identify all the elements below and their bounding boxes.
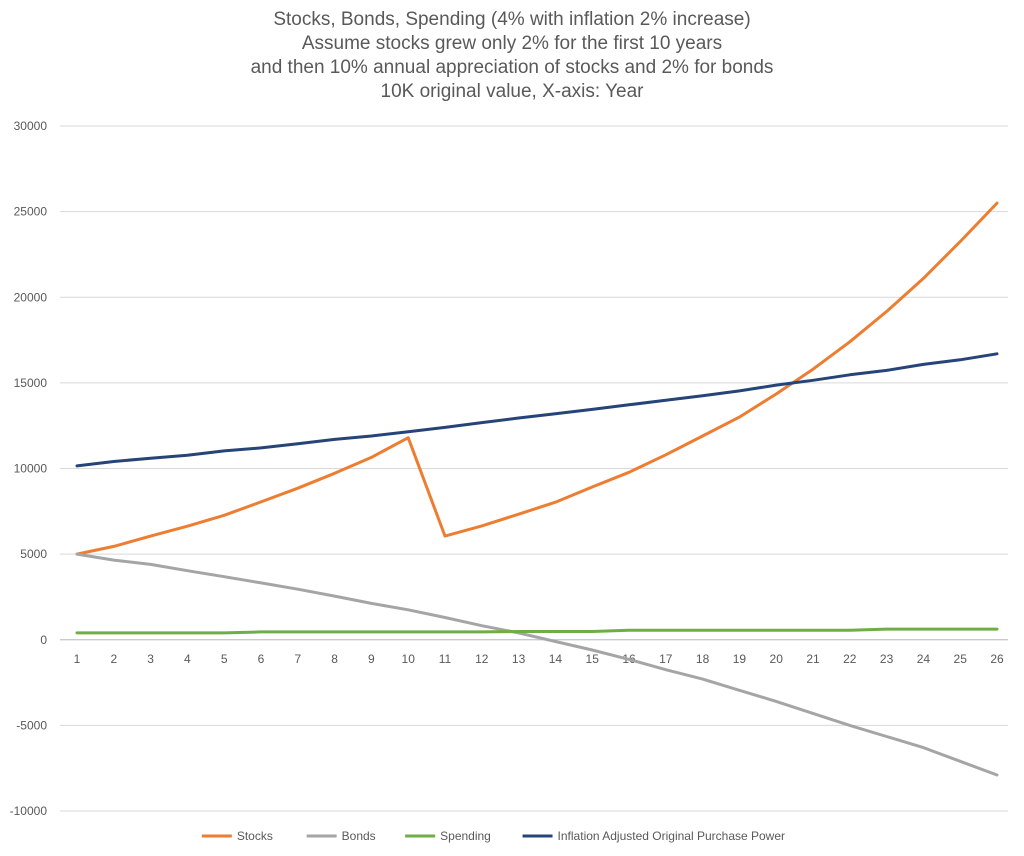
series-line-bonds <box>75 552 999 777</box>
legend-label-bonds: Bonds <box>342 829 376 843</box>
x-tick-label: 21 <box>806 652 820 666</box>
y-tick-label: 0 <box>40 633 47 647</box>
y-tick-label: 5000 <box>20 547 47 561</box>
x-tick-label: 20 <box>770 652 784 666</box>
x-tick-label: 4 <box>184 652 191 666</box>
x-tick-label: 22 <box>843 652 857 666</box>
x-tick-label: 12 <box>475 652 489 666</box>
x-tick-label: 26 <box>990 652 1004 666</box>
legend-label-inflation-adjusted-original-purchase-power: Inflation Adjusted Original Purchase Pow… <box>558 829 785 843</box>
x-tick-label: 15 <box>586 652 600 666</box>
x-axis-tick-labels: 1 2 3 4 5 6 7 8 9 10 11 12 13 14 15 16 17 18 19 20 21 22 23 24 2… <box>74 652 1004 666</box>
legend-label-spending: Spending <box>440 829 491 843</box>
x-tick-label: 14 <box>549 652 563 666</box>
y-tick-label: 25000 <box>14 205 48 219</box>
x-tick-label: 6 <box>258 652 265 666</box>
y-tick-label: 15000 <box>14 376 48 390</box>
chart-title: Stocks, Bonds, Spending (4% with inflati… <box>0 8 1024 104</box>
x-tick-label: 7 <box>294 652 301 666</box>
y-axis-tick-labels: 30000 25000 20000 15000 10000 5000 0 -5000 -1000… <box>10 119 48 818</box>
y-tick-label: -5000 <box>16 718 47 732</box>
x-tick-label: 13 <box>512 652 526 666</box>
x-tick-label: 8 <box>331 652 338 666</box>
legend: Stocks Bonds Spending Inflation Adjusted Or… <box>201 829 785 843</box>
x-tick-label: 25 <box>954 652 968 666</box>
y-tick-label: -10000 <box>10 804 48 818</box>
y-tick-label: 20000 <box>14 290 48 304</box>
chart-title-line-2: Assume stocks grew only 2% for the first… <box>301 33 723 54</box>
gridlines <box>60 125 1008 812</box>
legend-label-stocks: Stocks <box>237 829 273 843</box>
x-tick-label: 5 <box>221 652 228 666</box>
series-line-inflation-adjusted-original-purchase-power <box>75 352 999 468</box>
x-tick-label: 24 <box>917 652 931 666</box>
x-tick-label: 2 <box>110 652 117 666</box>
y-tick-label: 30000 <box>14 119 48 133</box>
x-tick-label: 18 <box>696 652 710 666</box>
x-tick-label: 10 <box>402 652 416 666</box>
x-tick-label: 23 <box>880 652 894 666</box>
x-tick-label: 1 <box>74 652 81 666</box>
x-tick-label: 3 <box>147 652 154 666</box>
series-line-spending <box>75 627 999 635</box>
series-line-stocks <box>75 201 999 556</box>
chart-title-line-3: and then 10% annual appreciation of stoc… <box>250 57 774 78</box>
series-lines <box>75 201 999 777</box>
x-tick-label: 9 <box>368 652 375 666</box>
x-tick-label: 17 <box>659 652 673 666</box>
x-tick-label: 11 <box>439 652 452 666</box>
chart-title-line-1: Stocks, Bonds, Spending (4% with inflati… <box>273 9 751 30</box>
chart-title-line-4: 10K original value, X-axis: Year <box>380 81 644 102</box>
x-tick-label: 19 <box>733 652 747 666</box>
y-tick-label: 10000 <box>14 462 48 476</box>
